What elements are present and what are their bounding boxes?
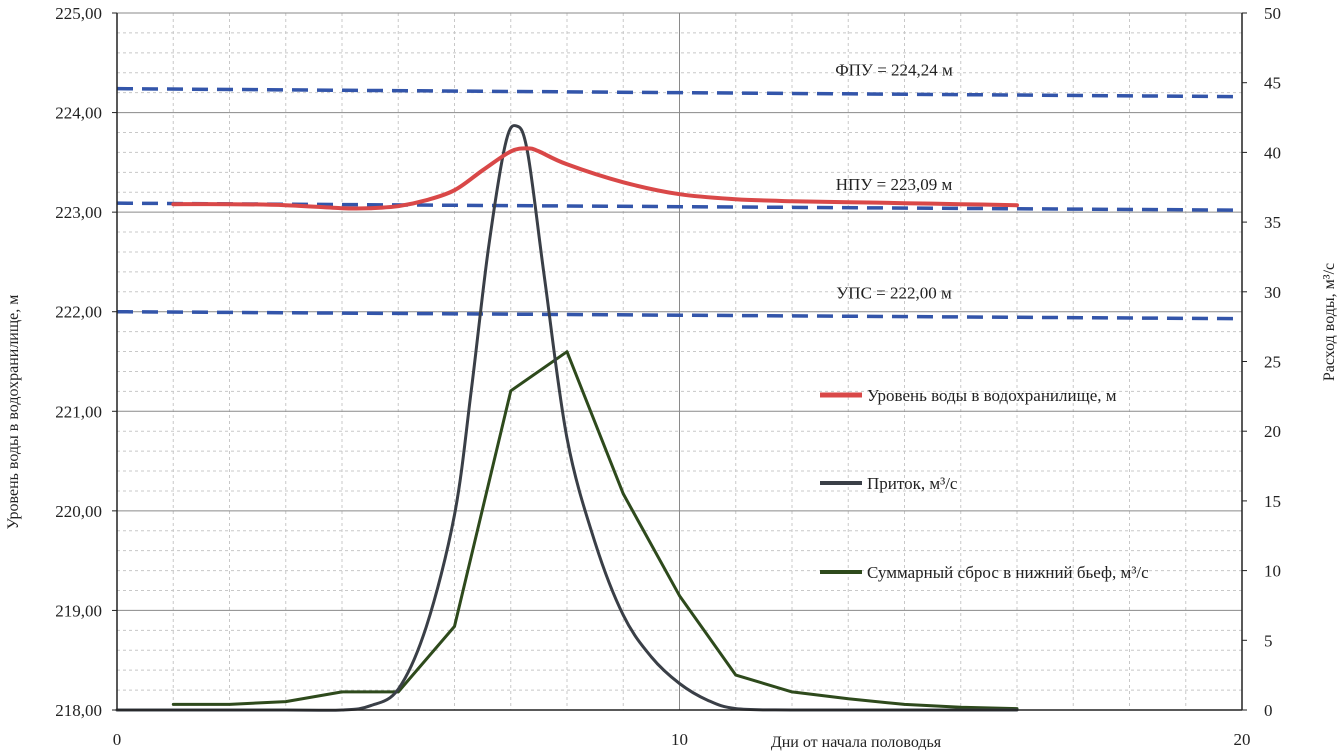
series-lines (115, 124, 1019, 712)
y-left-tick-label: 220,00 (55, 502, 102, 521)
series-line-1 (115, 124, 1019, 712)
y-left-tick-label: 219,00 (55, 601, 102, 620)
series-line-0 (171, 146, 1019, 211)
y-right-tick-label: 30 (1264, 283, 1281, 302)
y-right-tick-label: 15 (1264, 492, 1281, 511)
y-left-tick-label: 218,00 (55, 701, 102, 720)
y-left-tick-label: 224,00 (55, 104, 102, 123)
x-tick-label: 10 (671, 730, 688, 749)
y-right-tick-label: 35 (1264, 213, 1281, 232)
axes (112, 12, 1247, 711)
y-right-tick-label: 45 (1264, 74, 1281, 93)
y-right-tick-label: 40 (1264, 143, 1281, 162)
major-gridlines (117, 12, 1242, 710)
y-axis-left-label: Уровень воды в водохранилище, м (5, 295, 22, 530)
legend: Уровень воды в водохранилище, м Приток, м… (820, 386, 1149, 582)
y-left-tick-label: 223,00 (55, 203, 102, 222)
tick-labels: 218,00 219,00 220,00 221,00 222,00 223,00 224,… (55, 4, 1281, 749)
y-right-tick-label: 50 (1264, 4, 1281, 23)
y-right-tick-label: 5 (1264, 631, 1273, 650)
reference-line-0 (116, 86, 1243, 99)
x-axis-label: Дни от начала половодья (771, 734, 942, 751)
reference-line-label-0: ФПУ = 224,24 м (835, 61, 953, 80)
y-left-tick-label: 221,00 (55, 402, 102, 421)
y-left-tick-label: 222,00 (55, 303, 102, 322)
y-right-tick-label: 20 (1264, 422, 1281, 441)
reference-line-2 (116, 309, 1243, 321)
legend-label-0: Уровень воды в водохранилище, м (867, 386, 1117, 405)
y-left-tick-label: 225,00 (55, 4, 102, 23)
legend-label-2: Суммарный сброс в нижний бьеф, м³/с (867, 563, 1149, 582)
x-tick-label: 20 (1234, 730, 1251, 749)
x-tick-label: 0 (113, 730, 122, 749)
reference-lines: ФПУ = 224,24 м НПУ = 223,09 м УПС = 222,00… (116, 61, 1243, 321)
reference-line-label-2: УПС = 222,00 м (836, 284, 952, 303)
series-line-2 (171, 350, 1019, 711)
y-axis-right-label: Расход воды, м³/с (1321, 263, 1338, 381)
reference-line-label-1: НПУ = 223,09 м (836, 175, 953, 194)
legend-label-1: Приток, м³/с (867, 474, 958, 493)
y-right-tick-label: 25 (1264, 353, 1281, 372)
y-right-tick-label: 0 (1264, 701, 1273, 720)
y-right-tick-label: 10 (1264, 562, 1281, 581)
